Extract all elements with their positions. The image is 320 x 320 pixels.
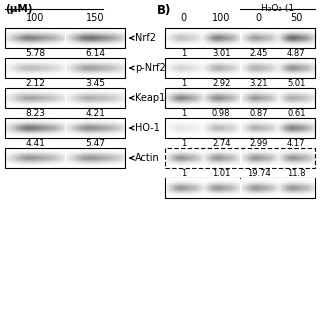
Bar [165, 28, 315, 48]
Text: 2.45: 2.45 [250, 49, 268, 58]
Text: 2.99: 2.99 [250, 139, 268, 148]
Bar [165, 148, 315, 168]
Text: 100: 100 [212, 13, 230, 23]
Bar [5, 148, 125, 168]
Bar [5, 58, 125, 78]
Text: 1: 1 [181, 49, 186, 58]
Bar [5, 88, 125, 108]
Text: 1: 1 [181, 79, 186, 88]
Bar [5, 88, 125, 108]
Text: 0: 0 [181, 13, 187, 23]
Text: 5.78: 5.78 [25, 49, 45, 58]
Bar [5, 28, 125, 48]
Text: 2.92: 2.92 [212, 79, 230, 88]
Bar [5, 118, 125, 138]
Text: 4.21: 4.21 [85, 109, 105, 118]
Text: 3.21: 3.21 [250, 79, 268, 88]
Text: 0: 0 [256, 13, 262, 23]
Text: Nrf2: Nrf2 [135, 33, 156, 43]
Bar [165, 88, 315, 108]
Text: 5.01: 5.01 [287, 79, 305, 88]
Bar [165, 118, 315, 138]
Text: Keap1: Keap1 [135, 93, 165, 103]
Text: 1: 1 [181, 169, 186, 178]
Text: H₂O₂ (1: H₂O₂ (1 [261, 4, 294, 13]
Bar [5, 148, 125, 168]
Text: 0.87: 0.87 [249, 109, 268, 118]
Bar [5, 28, 125, 48]
Text: Actin: Actin [135, 153, 160, 163]
Text: 3.01: 3.01 [212, 49, 230, 58]
Text: 0.61: 0.61 [287, 109, 306, 118]
Bar [165, 88, 315, 108]
Bar [165, 148, 315, 168]
Text: 3.45: 3.45 [85, 79, 105, 88]
Text: 0.98: 0.98 [212, 109, 230, 118]
Text: 4.41: 4.41 [25, 139, 45, 148]
Text: 6.14: 6.14 [85, 49, 105, 58]
Text: 150: 150 [86, 13, 104, 23]
Text: 2.74: 2.74 [212, 139, 230, 148]
Text: 100: 100 [26, 13, 44, 23]
Text: B): B) [157, 4, 172, 17]
Text: 11.8: 11.8 [287, 169, 306, 178]
Bar [165, 118, 315, 138]
Text: 1.01: 1.01 [212, 169, 230, 178]
Bar [165, 178, 315, 198]
Text: p-Nrf2: p-Nrf2 [135, 63, 166, 73]
Text: 8.23: 8.23 [25, 109, 45, 118]
Bar [165, 58, 315, 78]
Text: 4.17: 4.17 [287, 139, 306, 148]
Text: 5.47: 5.47 [85, 139, 105, 148]
Text: HO-1: HO-1 [135, 123, 160, 133]
Text: 4.87: 4.87 [287, 49, 306, 58]
Text: 1: 1 [181, 109, 186, 118]
Bar [5, 118, 125, 138]
Bar [165, 28, 315, 48]
Bar [165, 58, 315, 78]
Bar [5, 58, 125, 78]
Text: 2.12: 2.12 [25, 79, 45, 88]
Text: (μM): (μM) [5, 4, 33, 14]
Text: 1: 1 [181, 139, 186, 148]
Text: 50: 50 [290, 13, 302, 23]
Text: 19.74: 19.74 [247, 169, 271, 178]
